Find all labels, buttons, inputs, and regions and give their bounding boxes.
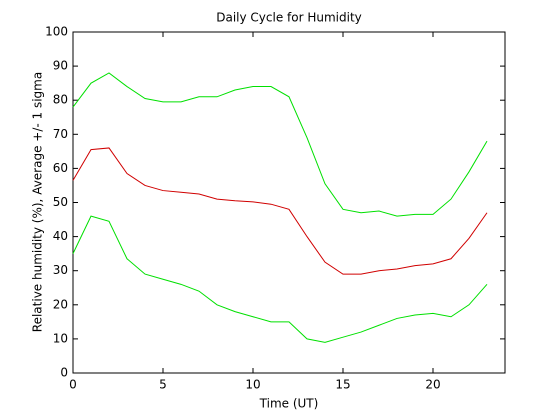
x-tick-label: 15 xyxy=(335,378,350,392)
data-line xyxy=(72,215,488,343)
x-tick-label: 10 xyxy=(245,378,260,392)
y-tick-label: 10 xyxy=(53,331,68,345)
data-line xyxy=(72,72,488,217)
x-tick-label: 5 xyxy=(159,378,167,392)
y-tick-label: 0 xyxy=(60,366,68,380)
y-tick-label: 60 xyxy=(53,161,68,175)
y-tick-label: 100 xyxy=(45,25,68,39)
y-tick-label: 90 xyxy=(53,59,68,73)
y-tick-label: 80 xyxy=(53,93,68,107)
y-tick-label: 20 xyxy=(53,297,68,311)
chart-title: Daily Cycle for Humidity xyxy=(216,11,362,25)
data-line xyxy=(72,147,488,275)
y-tick-label: 70 xyxy=(53,127,68,141)
y-tick-label: 50 xyxy=(53,195,68,209)
y-tick-label: 40 xyxy=(53,229,68,243)
x-tick-label: 0 xyxy=(69,378,77,392)
y-axis-label: Relative humidity (%), Average +/- 1 sig… xyxy=(31,72,45,332)
x-axis-label: Time (UT) xyxy=(259,397,319,411)
y-tick-label: 30 xyxy=(53,263,68,277)
x-tick-label: 20 xyxy=(425,378,440,392)
